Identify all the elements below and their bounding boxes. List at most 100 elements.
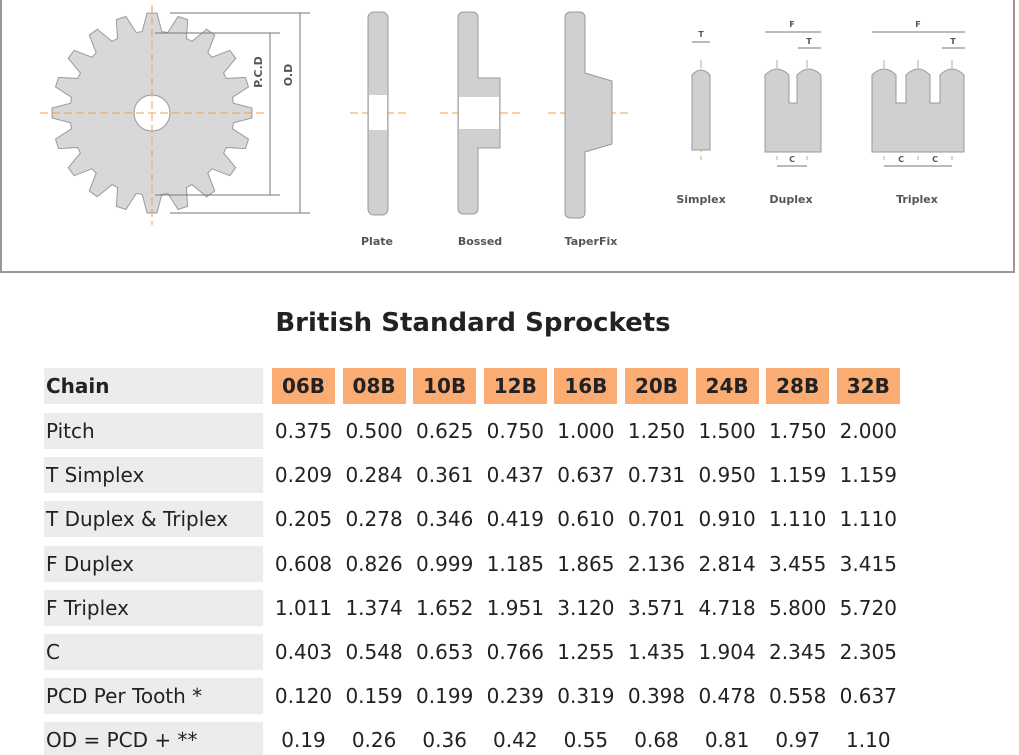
chain-type-label: Simplex [676,193,725,206]
value-cell: 1.250 [627,419,686,443]
value-cell: 0.910 [698,507,756,532]
value-cell: 1.159 [839,463,897,488]
header-cell: 10B [413,368,477,404]
value-cell: 0.500 [345,419,403,443]
value-cell: 1.011 [274,595,333,620]
header-cell: 24B [695,368,759,404]
value-cell: 0.19 [281,728,326,753]
value-cell: 0.398 [627,684,686,709]
value-cell: 2.345 [769,640,827,664]
value-cell: 0.55 [563,728,609,753]
row-label: C [44,634,263,670]
value-cell: 0.346 [416,507,474,532]
row-label: Pitch [44,413,263,449]
value-cell: 1.374 [345,595,403,620]
value-cell: 2.136 [627,551,686,576]
table-title: British Standard Sprockets [275,308,671,338]
value-cell: 0.319 [557,684,615,709]
dim-c: C [932,155,938,164]
hub-type-label: Bossed [458,235,502,248]
value-cell: 1.110 [839,507,897,532]
value-cell: 3.455 [769,551,827,576]
value-cell: 0.159 [345,684,403,709]
header-cell: 32B [836,368,900,404]
row-label: PCD Per Tooth * [44,678,263,715]
value-cell: 0.26 [351,728,397,753]
value-cell: 3.120 [557,595,615,620]
value-cell: 0.950 [698,463,756,488]
value-cell: 0.419 [486,507,544,532]
dim-t: T [698,30,704,39]
dim-f: F [915,20,920,29]
value-cell: 1.750 [769,419,827,443]
value-cell: 2.000 [839,419,897,443]
dim-f: F [789,20,794,29]
value-cell: 0.120 [274,684,333,709]
value-cell: 0.478 [698,684,756,709]
chain-type-label: Triplex [896,193,938,206]
row-label: F Duplex [44,545,263,582]
diagram: P.C.D O.D T T T F F C C C Plate Bossed T… [0,0,1015,273]
pcd-label: P.C.D [252,56,265,88]
value-cell: 0.437 [486,463,544,488]
value-cell: 1.435 [627,640,686,664]
value-cell: 5.800 [769,595,827,620]
value-cell: 2.814 [698,551,756,576]
value-cell: 0.361 [416,463,474,488]
value-cell: 1.255 [557,640,615,664]
value-cell: 1.500 [698,419,756,443]
value-cell: 0.750 [486,419,544,443]
chain-profiles [691,68,965,153]
value-cell: 0.199 [416,684,474,709]
value-cell: 0.558 [769,684,827,709]
value-cell: 1.110 [769,507,827,532]
value-cell: 0.403 [274,640,333,664]
header-cell: 28B [766,368,830,404]
header-cell: 12B [483,368,547,404]
value-cell: 0.637 [557,463,615,488]
value-cell: 2.305 [839,640,897,664]
value-cell: 0.97 [775,728,820,753]
hub-type-label: Plate [361,235,393,248]
od-label: O.D [282,64,295,86]
row-label: T Duplex & Triplex [44,501,263,538]
dim-c: C [789,155,795,164]
dim-c: C [898,155,904,164]
value-cell: 0.375 [274,419,333,443]
value-cell: 0.548 [345,640,403,664]
chain-dimensions [692,31,965,167]
value-cell: 1.159 [769,463,827,488]
dimension-lines [155,12,310,214]
value-cell: 0.68 [634,728,679,753]
header-cell: 06B [272,368,335,404]
value-cell: 0.766 [486,640,544,664]
value-cell: 1.652 [416,595,474,620]
value-cell: 5.720 [839,595,897,620]
value-cell: 0.731 [627,463,686,488]
value-cell: 0.42 [493,728,538,753]
value-cell: 0.637 [839,684,897,709]
row-label: T Simplex [44,457,263,494]
value-cell: 0.205 [274,507,333,532]
value-cell: 3.415 [839,551,897,576]
value-cell: 0.625 [416,419,474,443]
value-cell: 0.284 [345,463,403,488]
header-cell: 16B [554,368,618,404]
value-cell: 0.81 [704,728,750,753]
hub-type-label: TaperFix [565,235,618,248]
dim-t: T [950,37,956,46]
value-cell: 1.951 [486,595,544,620]
chain-type-label: Duplex [769,193,812,206]
row-label: OD = PCD + ** [44,722,263,755]
value-cell: 1.185 [486,551,544,576]
row-label: F Triplex [44,589,263,626]
value-cell: 1.865 [557,551,615,576]
value-cell: 1.904 [698,640,756,664]
value-cell: 0.209 [274,463,333,488]
value-cell: 4.718 [698,595,756,620]
value-cell: 0.608 [274,551,333,576]
value-cell: 0.999 [416,551,474,576]
header-cell: 08B [342,368,406,404]
